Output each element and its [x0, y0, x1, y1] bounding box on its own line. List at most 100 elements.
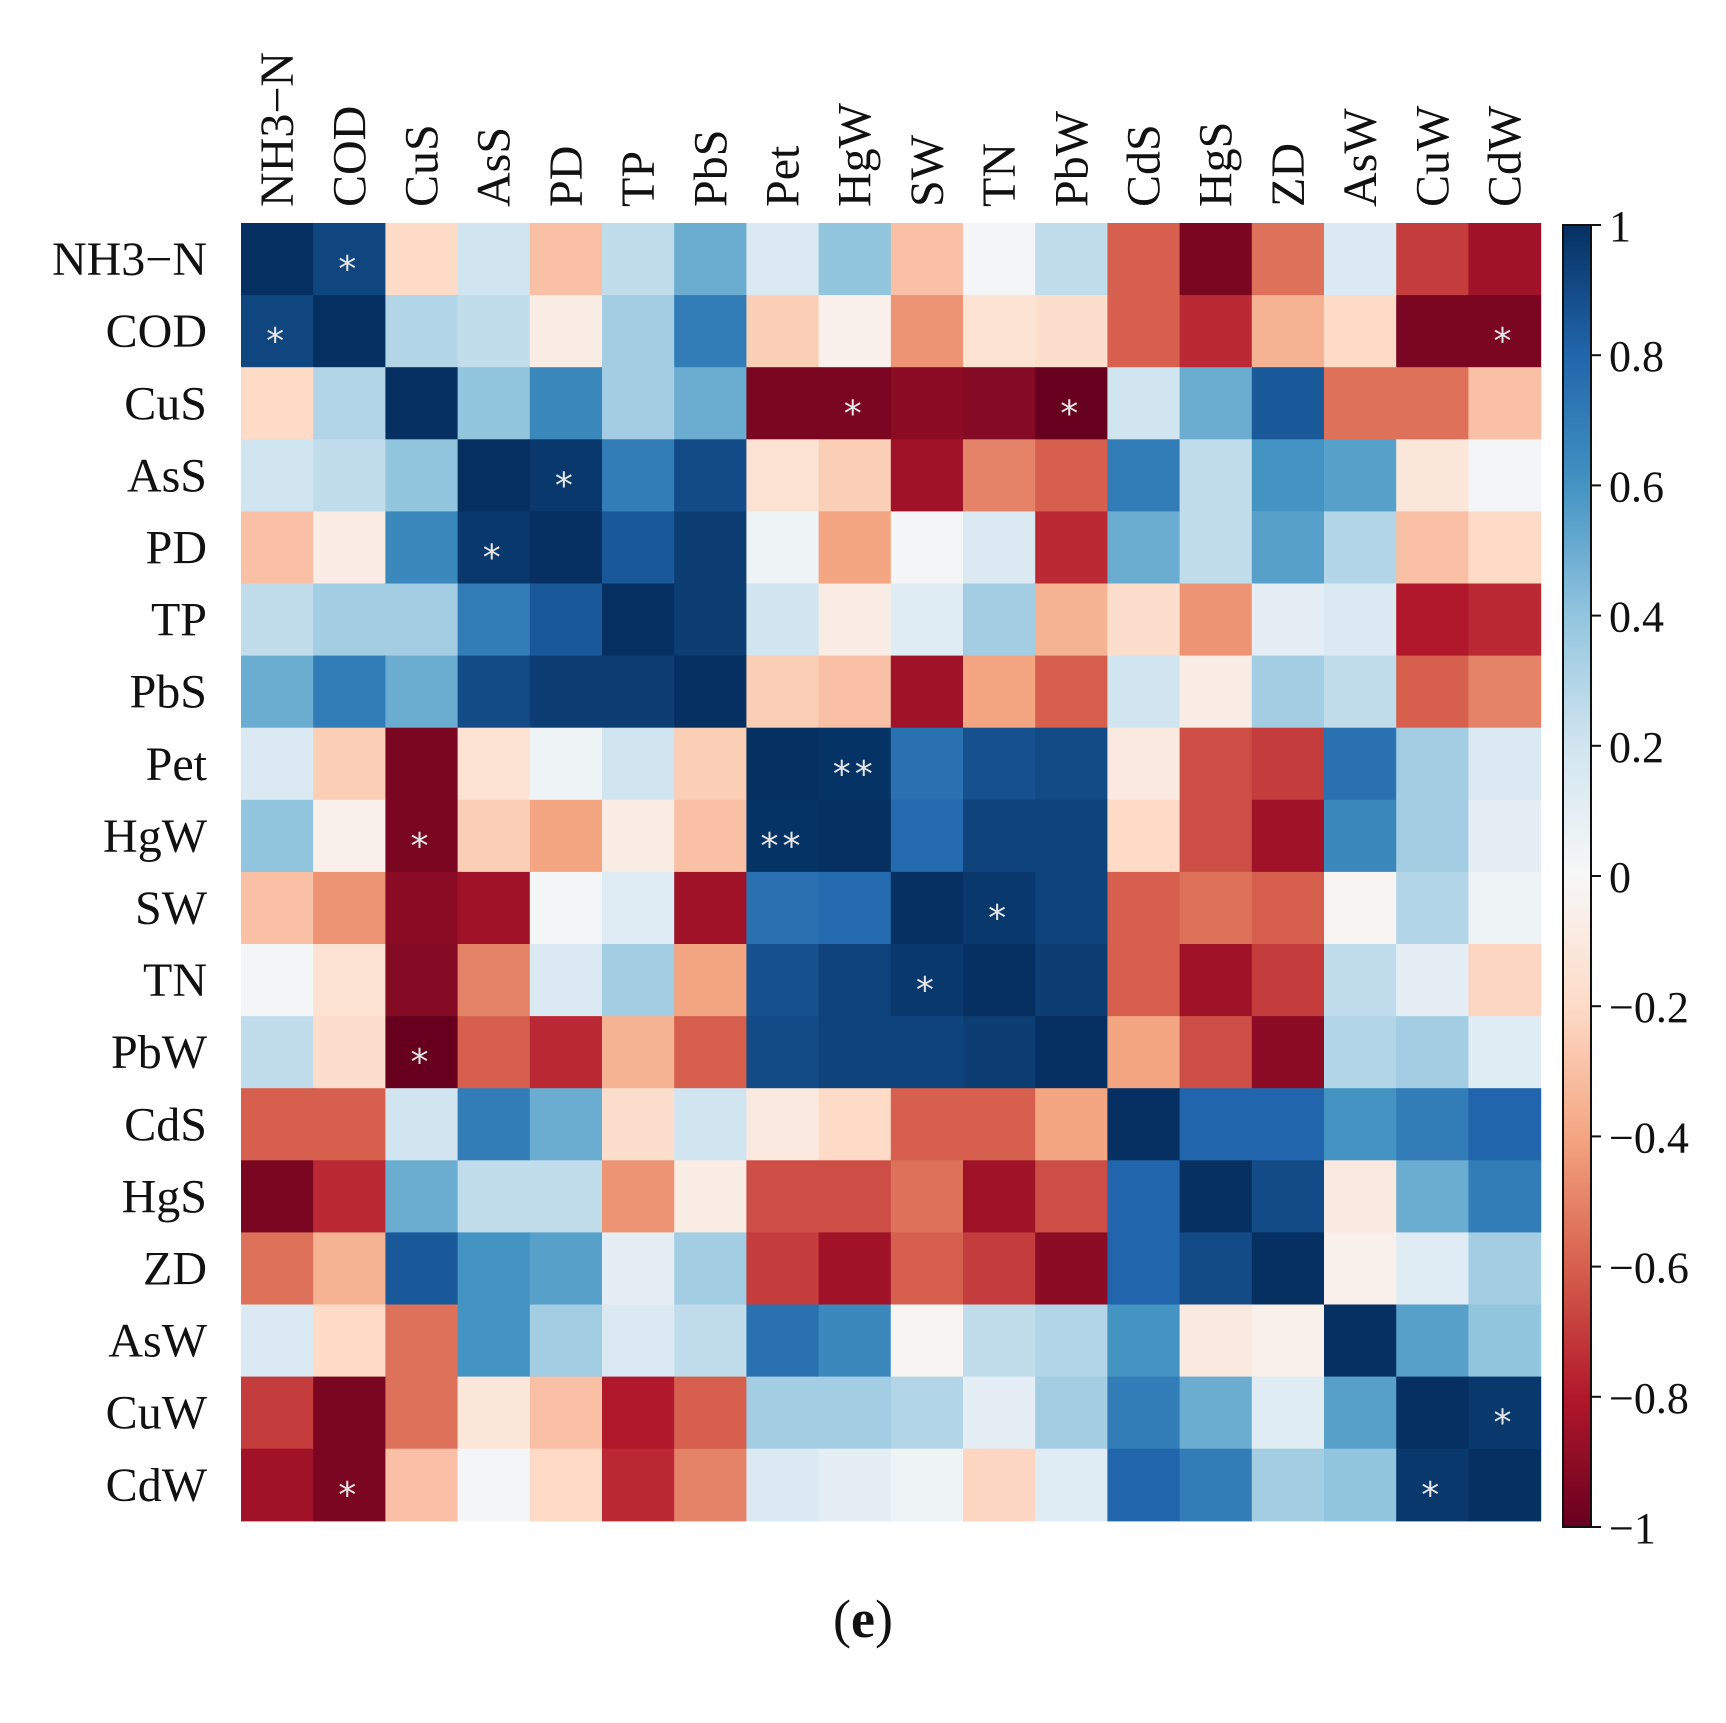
cell-5-1 [313, 583, 386, 657]
column-label: SW [901, 134, 954, 207]
cell-2-8 [818, 367, 892, 440]
significance-mark: * [844, 393, 866, 434]
colorbar-tick-label: −0.6 [1609, 1244, 1689, 1293]
colorbar-tick-label: −1 [1609, 1504, 1656, 1553]
cell-4-14 [1251, 511, 1325, 585]
cell-4-8 [818, 511, 892, 585]
column-label: PbS [684, 130, 737, 207]
column-label: Pet [757, 145, 810, 207]
cell-4-12 [1107, 511, 1181, 585]
cell-11-10 [963, 1016, 1036, 1089]
row-label: NH3−N [52, 233, 207, 286]
figure-caption: (e) [0, 1588, 1726, 1650]
cell-12-0 [241, 1088, 314, 1161]
cell-4-17 [1468, 511, 1542, 585]
cell-12-7 [746, 1088, 820, 1161]
colorbar-tick-label: 0.8 [1609, 332, 1664, 381]
cell-14-8 [818, 1232, 892, 1306]
cell-14-0 [241, 1232, 314, 1306]
cell-6-10 [963, 655, 1036, 729]
cell-3-8 [818, 439, 892, 512]
cell-15-12 [1107, 1304, 1181, 1378]
cell-10-5 [602, 944, 675, 1017]
column-label: CdW [1479, 105, 1532, 207]
cell-3-7 [746, 439, 820, 512]
cell-14-15 [1324, 1232, 1397, 1306]
cell-17-4 [529, 1448, 603, 1522]
cell-0-12 [1107, 223, 1181, 296]
cell-13-14 [1251, 1160, 1325, 1233]
cell-14-12 [1107, 1232, 1181, 1306]
cell-12-1 [313, 1088, 386, 1161]
cell-2-14 [1251, 367, 1325, 440]
row-label: HgS [122, 1170, 207, 1223]
cell-4-15 [1324, 511, 1397, 585]
cell-13-4 [529, 1160, 603, 1233]
row-label: CuS [124, 377, 207, 430]
cell-1-2 [385, 295, 459, 368]
cell-11-14 [1251, 1016, 1325, 1089]
cell-17-8 [818, 1448, 892, 1522]
cell-5-7 [746, 583, 820, 657]
colorbar-tick-label: 0.4 [1609, 593, 1664, 642]
cell-4-10 [963, 511, 1036, 585]
cell-17-13 [1179, 1448, 1253, 1522]
cell-11-2 [385, 1016, 459, 1089]
cell-12-16 [1396, 1088, 1469, 1161]
row-label: CdW [106, 1459, 208, 1512]
cell-16-15 [1324, 1376, 1397, 1450]
cell-5-16 [1396, 583, 1469, 657]
cell-2-3 [457, 367, 531, 440]
cell-14-4 [529, 1232, 603, 1306]
heatmap-cells [241, 223, 1542, 1522]
cell-15-6 [674, 1304, 747, 1378]
column-labels: NH3−N COD CuS AsS PD TP PbS Pet HgW SW TN PbW CdS HgS… [251, 52, 1531, 207]
cell-1-1 [313, 295, 386, 368]
cell-0-10 [963, 223, 1036, 296]
cell-5-14 [1251, 583, 1325, 657]
cell-10-14 [1251, 944, 1325, 1017]
cell-0-9 [890, 223, 964, 296]
cell-6-12 [1107, 655, 1181, 729]
cell-0-7 [746, 223, 820, 296]
cell-16-7 [746, 1376, 820, 1450]
cell-2-9 [890, 367, 964, 440]
cell-1-13 [1179, 295, 1253, 368]
cell-1-0 [241, 295, 314, 368]
significance-mark: ** [761, 826, 805, 867]
cell-4-9 [890, 511, 964, 585]
cell-12-12 [1107, 1088, 1181, 1161]
cell-7-4 [529, 727, 603, 801]
cell-10-9 [890, 944, 964, 1017]
column-label: COD [323, 106, 376, 207]
cell-1-12 [1107, 295, 1181, 368]
cell-1-15 [1324, 295, 1397, 368]
cell-17-5 [602, 1448, 675, 1522]
cell-10-2 [385, 944, 459, 1017]
cell-11-9 [890, 1016, 964, 1089]
cell-2-11 [1035, 367, 1108, 440]
cell-17-12 [1107, 1448, 1181, 1522]
cell-6-13 [1179, 655, 1253, 729]
cell-13-3 [457, 1160, 531, 1233]
cell-4-16 [1396, 511, 1469, 585]
cell-3-5 [602, 439, 675, 512]
cell-12-14 [1251, 1088, 1325, 1161]
cell-14-3 [457, 1232, 531, 1306]
cell-6-15 [1324, 655, 1397, 729]
column-label: TN [973, 143, 1026, 207]
cell-4-4 [529, 511, 603, 585]
cell-17-11 [1035, 1448, 1108, 1522]
cell-1-10 [963, 295, 1036, 368]
cell-5-11 [1035, 583, 1108, 657]
cell-10-8 [818, 944, 892, 1017]
cell-5-5 [602, 583, 675, 657]
cell-14-11 [1035, 1232, 1108, 1306]
cell-1-8 [818, 295, 892, 368]
significance-marks: ** ** ****** ******* * [266, 249, 1511, 1516]
cell-3-12 [1107, 439, 1181, 512]
cell-12-17 [1468, 1088, 1542, 1161]
cell-16-14 [1251, 1376, 1325, 1450]
cell-15-1 [313, 1304, 386, 1378]
